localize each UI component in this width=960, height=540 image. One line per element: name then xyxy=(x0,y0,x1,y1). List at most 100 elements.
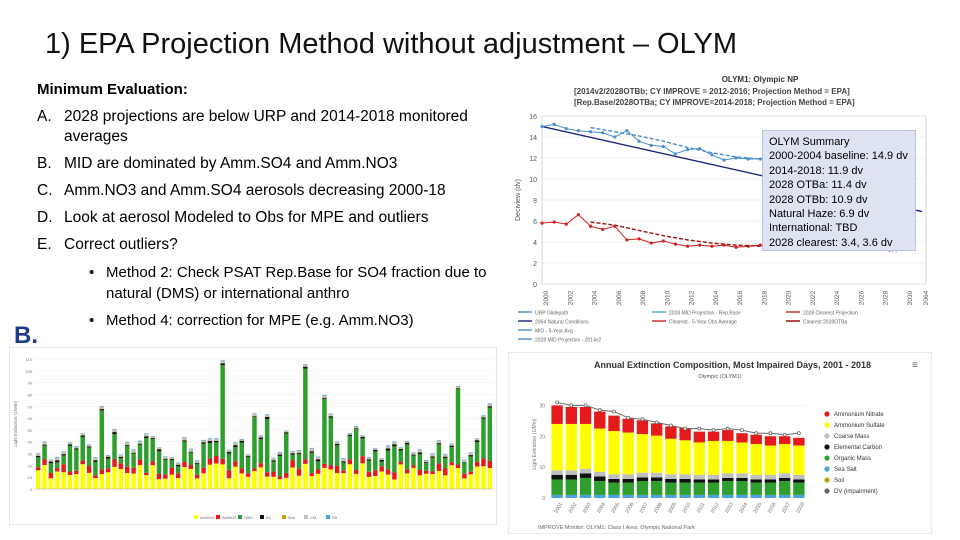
stacked-bar-segment xyxy=(679,474,691,479)
x-tick-label: 2018 xyxy=(795,501,806,514)
y-tick-label: 2 xyxy=(533,261,537,268)
chart-subtitle: Olympic (OLYM1) xyxy=(698,374,741,380)
stacked-bar-segment xyxy=(636,434,649,473)
stacked-bar-segment xyxy=(150,438,155,440)
stacked-bar-segment xyxy=(693,431,706,443)
stacked-bar-segment xyxy=(423,462,429,464)
stacked-bar-segment xyxy=(764,482,777,495)
stacked-bar-segment xyxy=(169,457,174,459)
stacked-bar-segment xyxy=(449,462,454,466)
evaluation-item: A. 2028 projections are below URP and 201… xyxy=(37,107,502,147)
item-letter: A. xyxy=(37,108,52,125)
evaluation-item: C. Amm.NO3 and Amm.SO4 aerosols decreasin… xyxy=(37,181,502,201)
stacked-bar-segment xyxy=(385,445,391,449)
stacked-bar-segment xyxy=(48,478,54,489)
stacked-bar-segment xyxy=(594,481,606,495)
stacked-bar-segment xyxy=(303,366,308,369)
data-point xyxy=(649,143,653,147)
stacked-bar-segment xyxy=(55,471,60,489)
stacked-bar-segment xyxy=(736,473,748,478)
legend-swatch xyxy=(326,515,330,519)
stacked-bar-segment xyxy=(80,460,85,465)
legend-label: Elemental Carbon xyxy=(834,445,882,451)
stacked-bar-segment xyxy=(487,407,493,461)
stacked-bar-segment xyxy=(417,449,423,453)
stacked-bar-segment xyxy=(144,436,149,439)
stacked-bar-segment xyxy=(679,427,691,441)
data-point xyxy=(686,244,690,248)
stacked-bar-segment xyxy=(328,416,334,418)
stacked-bar-segment xyxy=(239,442,244,469)
series-line xyxy=(590,221,761,247)
stacked-bar-segment xyxy=(722,494,734,498)
stacked-bar-segment xyxy=(398,447,403,448)
stacked-bar-segment xyxy=(341,461,346,463)
dv-point xyxy=(626,415,631,420)
stacked-bar-segment xyxy=(201,443,206,468)
legend-label: 2028 MID Projection - Rep.Base xyxy=(669,311,741,317)
x-tick-label: 2006 xyxy=(616,290,623,305)
stacked-bar-segment xyxy=(99,409,105,411)
stacked-bar-segment xyxy=(341,458,346,461)
stacked-bar-segment xyxy=(156,447,162,449)
stacked-bar-segment xyxy=(347,432,353,434)
x-tick-label: 2018 xyxy=(761,290,768,305)
legend-swatch xyxy=(824,422,830,428)
stacked-bar-segment xyxy=(315,469,321,474)
stacked-bar-segment xyxy=(156,479,162,489)
stacked-bar-segment xyxy=(315,457,321,459)
stacked-bar-segment xyxy=(392,444,397,447)
stacked-bar-segment xyxy=(207,458,213,465)
stacked-bar-segment xyxy=(284,431,289,432)
x-tick-label: 2017 xyxy=(781,501,792,514)
legend-label: Clearest - 5-Year Obs Average xyxy=(669,320,737,326)
data-point xyxy=(588,224,593,228)
stacked-bar-segment xyxy=(679,494,691,498)
stacked-bar-segment xyxy=(430,457,435,472)
stacked-bar-segment xyxy=(42,465,47,489)
stacked-bar-segment xyxy=(373,451,378,471)
dv-point xyxy=(612,409,616,414)
stacked-bar-segment xyxy=(579,473,592,478)
stacked-bar-segment xyxy=(608,431,620,475)
stacked-bar-segment xyxy=(417,469,423,476)
chart-subtitle: [Rep.Base/2028OTBa; CY IMPROVE=2014-2018… xyxy=(574,98,855,107)
summary-line: 2028 OTBa: 11.4 dv xyxy=(769,179,867,192)
dv-point xyxy=(768,431,773,436)
legend-label: 2028 Clearest Projection xyxy=(803,311,858,317)
stacked-bar-segment xyxy=(404,441,410,443)
summary-line: 2000-2004 baseline: 14.9 dv xyxy=(769,150,908,163)
stacked-bar-segment xyxy=(61,464,66,473)
x-tick-label: 2030 xyxy=(907,290,914,305)
stacked-bar-segment xyxy=(462,462,467,463)
stacked-bar-segment xyxy=(67,442,73,444)
stacked-bar-segment xyxy=(764,474,777,480)
stacked-bar-segment xyxy=(417,452,423,454)
stacked-bar-segment xyxy=(392,441,397,445)
stacked-bar-segment xyxy=(80,435,85,437)
legend-swatch xyxy=(824,477,830,483)
stacked-bar-segment xyxy=(112,434,117,460)
stacked-bar-segment xyxy=(551,470,563,475)
stacked-bar-segment xyxy=(169,459,174,460)
evaluation-list: Minimum Evaluation: A. 2028 projections a… xyxy=(37,80,502,337)
stacked-bar-segment xyxy=(679,478,691,483)
x-tick-label: 2028 xyxy=(883,290,890,305)
stacked-bar-segment xyxy=(341,462,346,471)
dv-point xyxy=(683,426,688,431)
bullet-icon: • xyxy=(89,312,95,329)
stacked-bar-segment xyxy=(67,471,73,475)
stacked-bar-segment xyxy=(277,476,283,480)
stacked-bar-segment xyxy=(322,394,327,396)
stacked-bar-segment xyxy=(296,475,302,489)
stacked-bar-segment xyxy=(290,460,295,468)
stacked-bar-segment xyxy=(233,442,238,443)
stacked-bar-segment xyxy=(156,449,162,452)
dv-point xyxy=(597,408,602,412)
stacked-bar-segment xyxy=(398,447,403,449)
stacked-bar-segment xyxy=(42,442,47,445)
legend-label: URP Glidepath xyxy=(535,311,568,317)
stacked-bar-segment xyxy=(665,494,677,498)
stacked-bar-segment xyxy=(194,460,200,463)
stacked-bar-segment xyxy=(118,463,124,469)
